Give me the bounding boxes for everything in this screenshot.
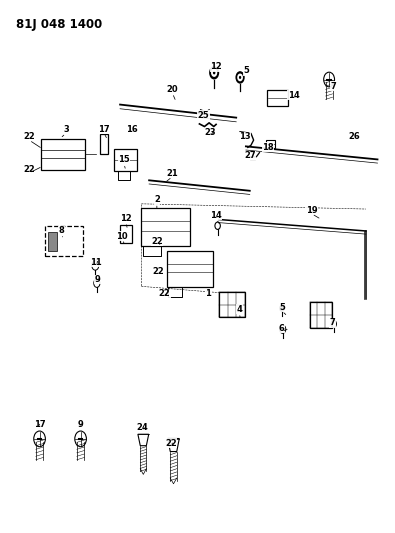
Text: 6: 6 [279,324,285,333]
Polygon shape [138,434,149,446]
Text: 13: 13 [239,133,250,141]
Bar [266,140,275,149]
Bar [45,226,83,256]
Text: 22: 22 [151,237,163,246]
Text: 7: 7 [329,318,335,327]
Text: 9: 9 [95,275,100,284]
Text: 20: 20 [167,85,178,94]
Text: 11: 11 [90,258,102,267]
Text: 19: 19 [306,206,318,215]
Text: 16: 16 [126,125,137,134]
Text: 14: 14 [288,91,299,100]
Text: 10: 10 [116,232,128,241]
Text: 12: 12 [210,62,222,71]
Bar [310,302,332,328]
Text: 1: 1 [205,289,211,298]
Text: 7: 7 [331,82,337,91]
Text: 24: 24 [137,423,149,432]
Text: 12: 12 [120,214,132,223]
Text: 4: 4 [236,305,242,314]
Text: 21: 21 [166,169,178,178]
Text: 26: 26 [348,133,360,141]
Text: 14: 14 [210,211,222,220]
Bar [114,149,137,171]
Bar [120,225,132,243]
Text: 17: 17 [98,125,110,134]
Bar [167,251,213,287]
Text: 22: 22 [152,267,164,276]
Text: 2: 2 [154,195,160,204]
Polygon shape [168,439,179,451]
Bar [41,139,85,170]
Text: 3: 3 [63,125,69,134]
Text: 23: 23 [204,128,216,138]
Circle shape [239,76,241,79]
Text: 81J 048 1400: 81J 048 1400 [15,19,102,31]
Text: 9: 9 [78,420,83,429]
Text: 5: 5 [279,303,285,312]
Circle shape [211,69,217,77]
Text: 27: 27 [244,151,256,160]
Bar [267,90,288,106]
Text: 22: 22 [23,133,35,141]
Circle shape [213,71,215,75]
Text: 8: 8 [58,227,64,236]
Text: 18: 18 [262,143,274,152]
Text: 22: 22 [23,165,35,174]
Bar [141,208,190,246]
Text: 25: 25 [198,110,209,119]
Circle shape [237,74,243,82]
Bar [100,134,108,154]
Text: 5: 5 [243,66,249,75]
Circle shape [279,305,284,312]
Text: 17: 17 [34,420,45,429]
Text: 22: 22 [165,439,177,448]
Bar [219,292,245,317]
Circle shape [209,66,219,79]
Text: 15: 15 [118,156,130,165]
Bar [49,232,57,251]
Circle shape [235,71,245,84]
Text: 22: 22 [159,289,171,298]
